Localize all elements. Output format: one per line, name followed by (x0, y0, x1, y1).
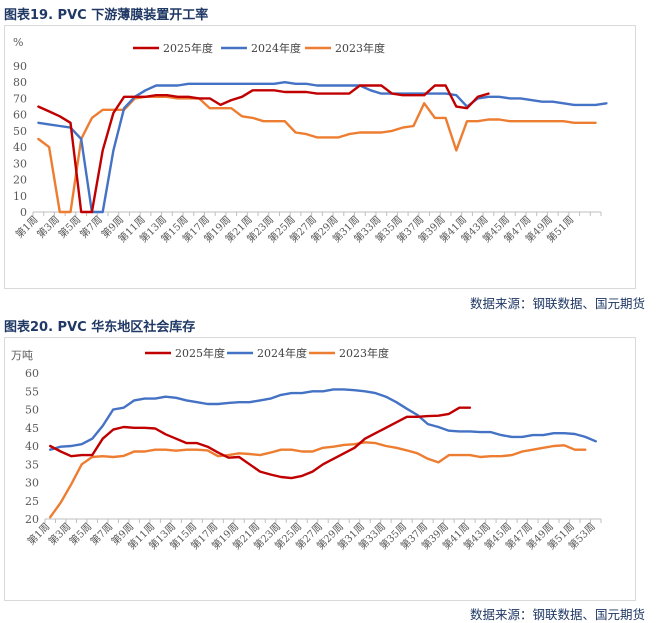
y-tick-label: 70 (13, 92, 27, 105)
legend-label: 2024年度 (257, 346, 307, 360)
legend-label: 2023年度 (339, 346, 389, 360)
series-line-2024年度 (49, 388, 597, 451)
legend-label: 2024年度 (251, 41, 301, 55)
figure-19-source: 数据来源：钢联数据、国元期货 (469, 296, 645, 311)
y-tick-label: 20 (13, 174, 27, 187)
y-unit-label: % (13, 36, 23, 49)
chart-19-svg: %0102030405060708090第1周第3周第5周第7周第9周第11周第… (13, 36, 608, 245)
x-tick-label: 第7周 (77, 213, 105, 241)
figure-19-title: 图表19. PVC 下游薄膜装置开工率 (4, 8, 209, 23)
y-tick-label: 80 (13, 76, 27, 89)
chart-panel-19: % 0 10 20 30 40 50 60 70 80 90 第1周 第3周 第5周 第7周 第9周 第11周第… (4, 25, 636, 289)
x-tick-label: 第3周 (34, 213, 62, 241)
y-tick-label: 30 (13, 157, 27, 170)
x-tick-label: 第3周 (46, 520, 74, 548)
y-unit-label: 万吨 (11, 349, 33, 362)
y-tick-label: 25 (25, 495, 39, 508)
y-tick-label: 45 (25, 422, 39, 435)
y-tick-label: 0 (20, 206, 27, 219)
y-tick-label: 40 (13, 141, 27, 154)
y-tick-label: 10 (13, 190, 27, 203)
x-tick-label: 第5周 (56, 213, 84, 241)
y-tick-label: 50 (25, 404, 39, 417)
series-line-2025年度 (37, 84, 490, 214)
y-tick-label: 50 (13, 125, 27, 138)
series-line-2025年度 (49, 406, 472, 480)
series-line-2024年度 (37, 81, 608, 214)
y-tick-label: 55 (25, 385, 39, 398)
y-tick-label: 60 (13, 109, 27, 122)
x-tick-label: 第5周 (66, 520, 94, 548)
y-tick-label: 35 (25, 458, 39, 471)
x-tick-label: 第7周 (87, 520, 115, 548)
chart-20-svg: 万吨202530354045505560第1周第3周第5周第7周第9周第11周第… (11, 346, 602, 552)
y-tick-label: 30 (25, 477, 39, 490)
y-tick-label: 90 (13, 60, 27, 73)
chart-panel-20: 万吨 20 25 30 35 40 45 50 55 60 第1周 第3周 第5周 第7周 第9周 第11周第… (4, 337, 636, 601)
y-tick-label: 20 (25, 513, 39, 526)
figure-20-title: 图表20. PVC 华东地区社会库存 (4, 320, 196, 335)
figure-20-source: 数据来源：钢联数据、国元期货 (469, 607, 645, 622)
legend-label: 2025年度 (163, 41, 213, 55)
series-line-2023年度 (49, 441, 587, 519)
legend-label: 2025年度 (175, 346, 225, 360)
legend-label: 2023年度 (335, 41, 385, 55)
y-tick-label: 40 (25, 440, 39, 453)
y-tick-label: 60 (25, 367, 39, 380)
